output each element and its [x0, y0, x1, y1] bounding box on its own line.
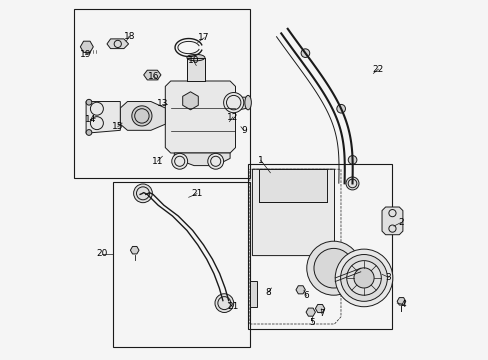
Text: 13: 13 — [156, 99, 168, 108]
Text: 7: 7 — [318, 310, 324, 319]
Text: 15: 15 — [112, 122, 123, 131]
Circle shape — [336, 104, 345, 113]
Polygon shape — [183, 92, 198, 110]
Text: 1: 1 — [257, 156, 263, 165]
Text: 5: 5 — [309, 318, 314, 327]
Circle shape — [215, 294, 233, 312]
Polygon shape — [107, 39, 128, 49]
Polygon shape — [174, 153, 230, 166]
Text: 9: 9 — [241, 126, 246, 135]
Circle shape — [340, 255, 386, 301]
Text: 17: 17 — [198, 33, 209, 42]
Circle shape — [347, 156, 356, 164]
Text: 22: 22 — [372, 65, 383, 74]
Text: 4: 4 — [399, 300, 405, 309]
Ellipse shape — [186, 54, 204, 61]
Polygon shape — [86, 102, 120, 133]
Circle shape — [346, 261, 381, 295]
Circle shape — [171, 153, 187, 169]
Circle shape — [346, 177, 358, 190]
Polygon shape — [120, 102, 165, 130]
Polygon shape — [315, 305, 324, 312]
Text: 21: 21 — [227, 302, 238, 311]
Circle shape — [223, 93, 244, 113]
Circle shape — [207, 153, 223, 169]
Polygon shape — [396, 298, 405, 305]
Circle shape — [313, 248, 353, 288]
Circle shape — [306, 241, 360, 295]
Polygon shape — [295, 286, 305, 294]
Text: 20: 20 — [97, 249, 108, 258]
Text: 6: 6 — [303, 292, 309, 300]
Polygon shape — [230, 97, 247, 112]
Bar — [73, 9, 249, 178]
Text: 2: 2 — [397, 218, 403, 227]
Circle shape — [86, 99, 92, 105]
Polygon shape — [186, 58, 204, 81]
Bar — [113, 182, 249, 347]
Circle shape — [132, 106, 152, 126]
Text: 8: 8 — [264, 288, 270, 297]
Ellipse shape — [244, 95, 251, 110]
Bar — [247, 164, 391, 329]
Polygon shape — [258, 169, 326, 202]
Text: 18: 18 — [123, 32, 135, 41]
Circle shape — [86, 130, 92, 135]
Polygon shape — [80, 41, 93, 53]
Text: 16: 16 — [148, 72, 159, 81]
Text: 14: 14 — [84, 115, 96, 124]
Polygon shape — [381, 207, 402, 235]
Polygon shape — [143, 70, 161, 80]
Polygon shape — [250, 281, 257, 307]
Polygon shape — [165, 81, 235, 153]
Circle shape — [133, 184, 152, 203]
Polygon shape — [305, 308, 315, 316]
Circle shape — [353, 268, 373, 288]
Circle shape — [335, 249, 392, 307]
Text: 11: 11 — [151, 157, 163, 166]
Text: 3: 3 — [385, 273, 390, 282]
Text: 21: 21 — [191, 189, 202, 198]
Text: 19: 19 — [80, 50, 91, 59]
Text: 10: 10 — [187, 56, 199, 65]
Polygon shape — [130, 247, 139, 254]
Text: 12: 12 — [227, 112, 238, 122]
Polygon shape — [252, 169, 334, 256]
Circle shape — [301, 49, 309, 58]
